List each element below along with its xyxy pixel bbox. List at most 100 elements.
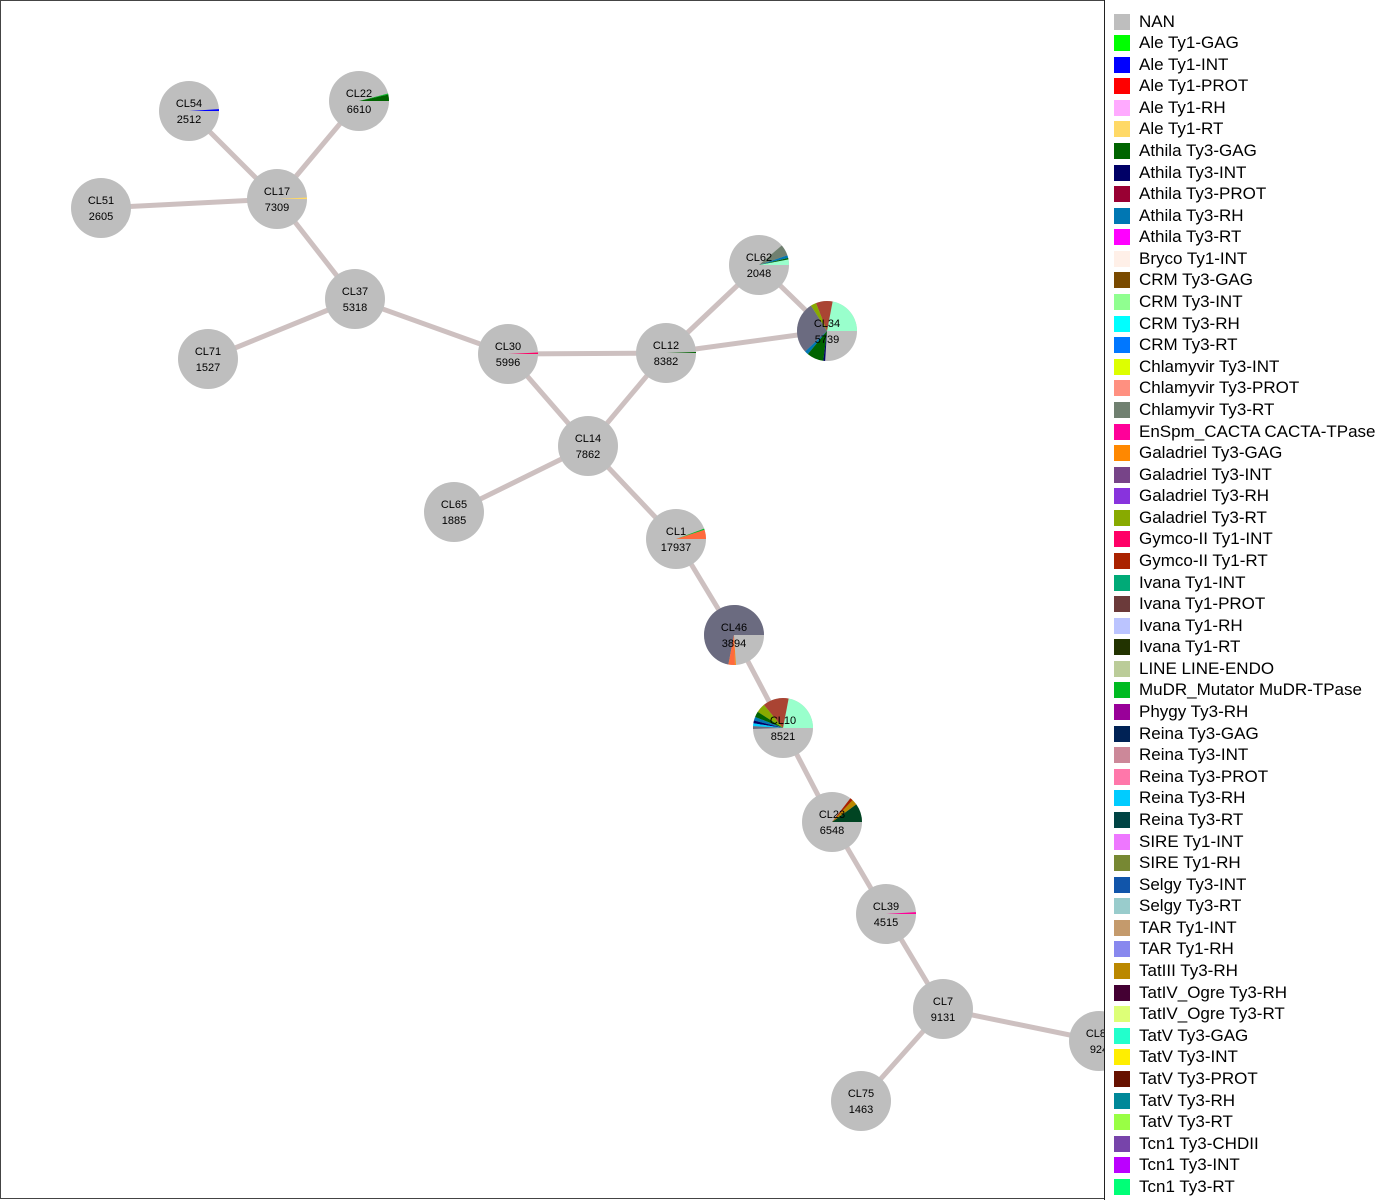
- pie-slice: [797, 305, 827, 352]
- legend-item: Tcn1 Ty3-RT: [1114, 1176, 1235, 1197]
- pie-slice: [759, 245, 788, 265]
- legend-item: Athila Ty3-RT: [1114, 227, 1241, 248]
- legend-label: TatIII Ty3-RH: [1139, 961, 1238, 981]
- legend-swatch: [1114, 121, 1130, 138]
- legend-swatch: [1114, 704, 1130, 721]
- node-count-label: 3894: [722, 638, 746, 650]
- legend-item: Ivana Ty1-RT: [1114, 637, 1240, 658]
- legend-label: TatV Ty3-GAG: [1139, 1025, 1249, 1045]
- pie-slice: [728, 635, 735, 665]
- pie-slice: [753, 723, 783, 728]
- legend-swatch: [1114, 1049, 1130, 1066]
- pie-slice: [753, 716, 783, 728]
- legend-label: Athila Ty3-GAG: [1139, 140, 1257, 160]
- node-cl54: CL54 2512: [159, 81, 219, 141]
- legend-label: Reina Ty3-INT: [1139, 745, 1249, 765]
- node-cl37: CL37 5318: [325, 269, 385, 329]
- legend-swatch: [1114, 78, 1130, 95]
- legend-label: CRM Ty3-GAG: [1139, 270, 1253, 290]
- legend-swatch: [1114, 1178, 1130, 1195]
- node-id-label: CL17: [264, 186, 290, 198]
- node-cl10: CL10 8521: [753, 698, 813, 758]
- legend-swatch: [1114, 13, 1130, 30]
- node-circle: [71, 178, 131, 238]
- pie-slice: [755, 711, 783, 728]
- pie-slice: [810, 303, 827, 331]
- legend-swatch: [1114, 596, 1130, 613]
- legend-item: Reina Ty3-RT: [1114, 809, 1243, 830]
- legend-item: TatV Ty3-PROT: [1114, 1068, 1258, 1089]
- legend-label: SIRE Ty1-RH: [1139, 853, 1241, 873]
- legend-swatch: [1114, 790, 1130, 807]
- node-circle: [831, 1071, 891, 1131]
- legend-item: Reina Ty3-GAG: [1114, 723, 1259, 744]
- legend-item: Athila Ty3-PROT: [1114, 184, 1266, 205]
- legend-swatch: [1114, 876, 1130, 893]
- legend-swatch: [1114, 401, 1130, 418]
- legend-swatch: [1114, 1027, 1130, 1044]
- node-cl71: CL71 1527: [178, 329, 238, 389]
- node-count-label: 1885: [442, 515, 466, 527]
- legend-swatch: [1114, 811, 1130, 828]
- legend-swatch: [1114, 919, 1130, 936]
- legend-swatch: [1114, 682, 1130, 699]
- legend-label: Selgy Ty3-RT: [1139, 896, 1242, 916]
- legend-panel: NAN Ale Ty1-GAG Ale Ty1-INT Ale Ty1-PROT Ale…: [1104, 0, 1400, 1200]
- legend-swatch: [1114, 35, 1130, 52]
- legend-item: Reina Ty3-PROT: [1114, 766, 1268, 787]
- cluster-graph: CL54 2512 CL22 6610 CL17 7309 CL51 2605 CL37 5318…: [71, 71, 1104, 1131]
- legend-swatch: [1114, 142, 1130, 159]
- node-circle: [424, 482, 484, 542]
- node-cl34: CL34 5739: [797, 301, 858, 361]
- legend-swatch: [1114, 963, 1130, 980]
- node-count-label: 924: [1090, 1044, 1104, 1056]
- legend-label: EnSpm_CACTA CACTA-TPase: [1139, 421, 1376, 441]
- pie-slice: [676, 528, 705, 539]
- legend-item: Ale Ty1-INT: [1114, 54, 1228, 75]
- legend-swatch: [1114, 639, 1130, 656]
- pie-slice: [832, 800, 857, 822]
- legend-label: Ale Ty1-INT: [1139, 54, 1229, 74]
- legend-item: Galadriel Ty3-GAG: [1114, 443, 1282, 464]
- node-cl39: CL39 4515: [856, 884, 916, 944]
- node-cl1: CL1 17937: [646, 509, 706, 569]
- legend-swatch: [1114, 423, 1130, 440]
- legend-swatch: [1114, 725, 1130, 742]
- node-cl22: CL22 6610: [329, 71, 390, 131]
- legend-item: TatV Ty3-GAG: [1114, 1025, 1248, 1046]
- legend-item: LINE LINE-ENDO: [1114, 658, 1274, 679]
- node-count-label: 1463: [849, 1104, 873, 1116]
- node-count-label: 2605: [89, 211, 113, 223]
- node-cl62: CL62 2048: [729, 235, 789, 295]
- legend-label: Reina Ty3-RT: [1139, 809, 1244, 829]
- node-count-label: 6548: [820, 825, 844, 837]
- node-id-label: CL23: [819, 809, 845, 821]
- pie-slice: [763, 698, 789, 728]
- legend-item: SIRE Ty1-RH: [1114, 853, 1241, 874]
- legend-label: NAN: [1139, 11, 1175, 31]
- node-id-label: CL14: [575, 433, 601, 445]
- node-count-label: 4515: [874, 917, 898, 929]
- node-id-label: CL7: [933, 996, 953, 1008]
- node-id-label: CL34: [814, 318, 840, 330]
- legend-label: TatIV_Ogre Ty3-RT: [1139, 1004, 1285, 1024]
- legend-label: Ivana Ty1-RH: [1139, 615, 1243, 635]
- pie-slice: [823, 331, 827, 361]
- pie-slice: [753, 720, 783, 728]
- pie-slice: [805, 331, 827, 355]
- legend-swatch: [1114, 1092, 1130, 1109]
- legend-item: TatV Ty3-INT: [1114, 1047, 1238, 1068]
- legend-label: Reina Ty3-RH: [1139, 788, 1246, 808]
- legend-swatch: [1114, 768, 1130, 785]
- node-cl7: CL7 9131: [913, 979, 973, 1039]
- legend-label: Chlamyvir Ty3-PROT: [1139, 378, 1300, 398]
- pie-slice: [704, 605, 764, 665]
- legend-item: TAR Ty1-INT: [1114, 917, 1237, 938]
- legend-swatch: [1114, 509, 1130, 526]
- legend-item: Phygy Ty3-RH: [1114, 702, 1248, 723]
- legend-item: Athila Ty3-GAG: [1114, 140, 1257, 161]
- legend-swatch: [1114, 294, 1130, 311]
- pie-slice: [359, 93, 389, 101]
- node-id-label: CL51: [88, 195, 114, 207]
- legend-swatch: [1114, 941, 1130, 958]
